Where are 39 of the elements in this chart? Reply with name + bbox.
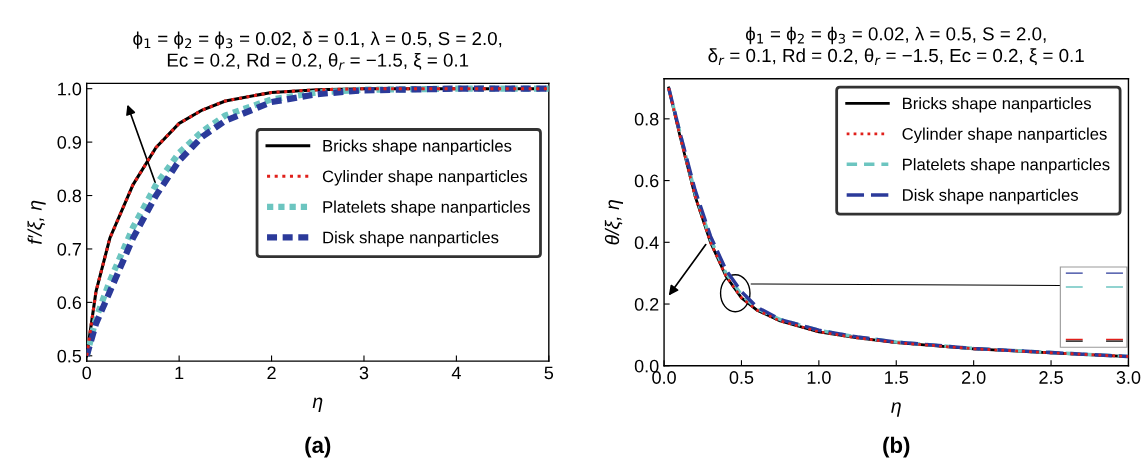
x-axis-title: η — [891, 402, 901, 417]
legend-label: Bricks shape nanparticles — [323, 139, 512, 156]
chart-title: ϕ$_{1}$ = ϕ$_{2}$ = ϕ$_{3}$ = 0.02, λ = 0.5, S = 2.0, δ$_{r}$ = 0.1, Rd = 0.2, θ$_{r}$ = −1.5, Ec = 0.2, ξ = 0.1 — [708, 26, 1084, 66]
y-tick-label: 0.9 — [57, 136, 81, 149]
y-axis-title: f′/ξ, η — [27, 200, 46, 244]
x-tick-label: 2 — [267, 366, 276, 380]
x-tick-label: 5 — [544, 366, 554, 380]
x-axis-title: η — [312, 397, 323, 413]
text: (b) — [883, 436, 910, 458]
x-tick-label: 3.0 — [1116, 371, 1141, 384]
x-tick-label: 0.0 — [652, 371, 676, 384]
y-tick-label: 0.6 — [634, 174, 659, 188]
y-axis-title: θ/ξ, η — [604, 199, 623, 245]
legend-label: Cylinder shape nanparticles — [322, 170, 528, 186]
y-tick-label: 0.6 — [57, 296, 82, 310]
y-tick-label: 0.5 — [57, 349, 82, 363]
y-tick-label: 0.7 — [57, 242, 81, 256]
x-tick-label: 2.0 — [962, 371, 986, 384]
legend-label: Platelets shape nanparticles — [323, 200, 530, 217]
y-tick-label: 0.8 — [57, 189, 82, 203]
legend-label: Bricks shape nanparticles — [903, 97, 1091, 113]
x-tick-label: 1 — [175, 366, 184, 380]
legend-label: Cylinder shape nanparticles — [902, 127, 1107, 144]
y-tick-label: 0.2 — [634, 297, 659, 311]
chart-title: ϕ$_{1}$ = ϕ$_{2}$ = ϕ$_{3}$ = 0.02, δ = 0.1, λ = 0.5, S = 2.0, Ec = 0.2, Rd = 0.2, θ$_{r}$ = −1.5, ξ = 0.1 — [133, 31, 502, 70]
text: (a) — [305, 436, 331, 458]
x-tick-label: 0 — [82, 366, 92, 380]
x-tick-label: 3 — [359, 366, 369, 380]
x-tick-label: 2.5 — [1039, 371, 1063, 384]
y-tick-label: 0.4 — [634, 236, 659, 250]
y-tick-label: 1.0 — [58, 82, 82, 96]
y-tick-label: 0.8 — [634, 112, 659, 126]
legend-label: Disk shape nanparticles — [903, 188, 1079, 205]
x-tick-label: 1.5 — [885, 371, 909, 384]
legend-label: Disk shape nanparticles — [323, 231, 499, 247]
x-tick-label: 1.0 — [807, 371, 831, 384]
x-tick-label: 4 — [451, 366, 461, 380]
x-tick-label: 0.5 — [729, 371, 754, 384]
legend-label: Platelets shape nanparticles — [903, 158, 1110, 174]
